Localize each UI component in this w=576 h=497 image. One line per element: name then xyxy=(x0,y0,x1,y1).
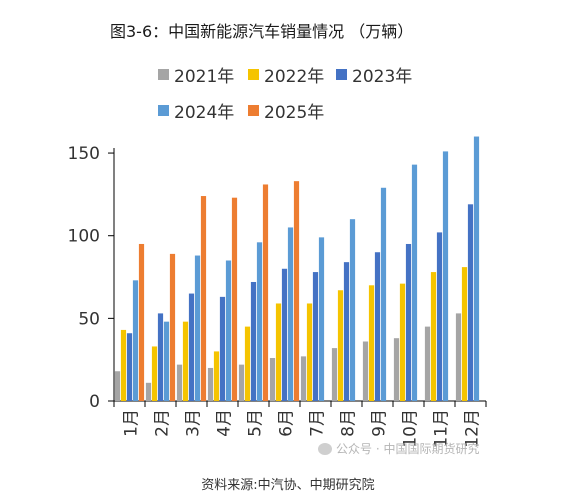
legend-label-2021: 2021年 xyxy=(174,67,235,87)
x-category-label: 1月 xyxy=(122,409,142,437)
legend-swatch-2021 xyxy=(158,69,169,80)
bar-2023年-10月 xyxy=(405,243,412,401)
bar-2024年-11月 xyxy=(442,151,449,401)
watermark-text: 公众号 · 中国国际期货研究 xyxy=(336,442,480,456)
bar-2021年-8月 xyxy=(331,348,338,401)
bar-2021年-9月 xyxy=(362,341,369,401)
bar-2025年-2月 xyxy=(169,253,176,401)
bar-2021年-11月 xyxy=(424,326,431,401)
bar-2023年-4月 xyxy=(219,296,226,401)
legend-swatch-2025 xyxy=(248,105,259,116)
bar-2022年-10月 xyxy=(399,283,406,401)
bar-2024年-12月 xyxy=(473,136,480,401)
legend-swatch-2022 xyxy=(248,69,259,80)
bar-2024年-7月 xyxy=(318,237,325,401)
y-tick-label: 0 xyxy=(89,392,100,412)
bar-2022年-11月 xyxy=(430,272,437,401)
x-category-label: 2月 xyxy=(153,409,173,437)
bar-2021年-3月 xyxy=(176,364,183,401)
bar-2024年-3月 xyxy=(194,255,201,401)
legend-item-2023: 2023年 xyxy=(336,62,412,87)
bar-2023年-11月 xyxy=(436,232,443,401)
bar-2023年-1月 xyxy=(126,333,133,401)
wechat-icon xyxy=(318,442,332,455)
bar-2024年-4月 xyxy=(225,260,232,401)
bar-2022年-3月 xyxy=(182,321,189,401)
x-category-label: 3月 xyxy=(184,409,204,437)
bar-2021年-7月 xyxy=(300,356,307,401)
bar-2021年-1月 xyxy=(114,371,121,401)
source-note: 资料来源:中汽协、中期研究院 xyxy=(201,478,375,493)
y-tick-label: 150 xyxy=(68,144,100,164)
bar-2024年-1月 xyxy=(132,280,139,401)
bar-2023年-8月 xyxy=(343,262,350,401)
chart-title: 图3-6：中国新能源汽车销量情况 （万辆） xyxy=(110,22,414,41)
bar-2023年-9月 xyxy=(374,252,381,401)
legend-label-2023: 2023年 xyxy=(352,67,413,87)
y-tick-label: 50 xyxy=(78,309,100,329)
x-category-label: 10月 xyxy=(401,409,421,448)
legend-swatch-2023 xyxy=(336,69,347,80)
bar-2025年-6月 xyxy=(293,181,300,401)
legend-item-2025: 2025年 xyxy=(248,98,324,123)
bar-2023年-2月 xyxy=(157,313,164,401)
bar-2022年-12月 xyxy=(461,267,468,401)
legend-item-2021: 2021年 xyxy=(158,62,234,87)
bar-2023年-6月 xyxy=(281,268,288,401)
bar-2024年-2月 xyxy=(163,321,170,401)
bar-2023年-3月 xyxy=(188,293,195,401)
bar-2022年-9月 xyxy=(368,285,375,401)
bar-2021年-2月 xyxy=(145,382,152,401)
legend-label-2022: 2022年 xyxy=(264,67,325,87)
bar-2023年-12月 xyxy=(467,204,474,401)
bar-2022年-8月 xyxy=(337,290,344,401)
bar-2024年-8月 xyxy=(349,219,356,401)
bar-2022年-4月 xyxy=(213,351,220,401)
x-category-label: 11月 xyxy=(432,409,452,448)
bar-2023年-5月 xyxy=(250,281,257,401)
legend-item-2024: 2024年 xyxy=(158,98,234,123)
watermark: 公众号 · 中国国际期货研究 xyxy=(318,440,479,457)
legend-label-2024: 2024年 xyxy=(174,103,235,123)
x-category-label: 7月 xyxy=(308,409,328,437)
bar-2024年-5月 xyxy=(256,242,263,401)
x-category-label: 5月 xyxy=(246,409,266,437)
legend-label-2025: 2025年 xyxy=(264,103,325,123)
x-category-label: 8月 xyxy=(339,409,359,437)
bar-2025年-4月 xyxy=(231,197,238,401)
chart-legend: 2021年 2022年 2023年 2024年 2025年 xyxy=(0,0,576,130)
x-category-label: 4月 xyxy=(215,409,235,437)
bar-2025年-1月 xyxy=(138,243,145,401)
y-tick-label: 100 xyxy=(68,227,100,247)
x-category-label: 9月 xyxy=(370,409,390,437)
bar-2024年-10月 xyxy=(411,164,418,401)
bar-2022年-6月 xyxy=(275,303,282,401)
legend-item-2022: 2022年 xyxy=(248,62,324,87)
bar-2022年-2月 xyxy=(151,346,158,401)
x-category-label: 12月 xyxy=(463,409,483,448)
bar-2021年-5月 xyxy=(238,364,245,401)
bar-2021年-12月 xyxy=(455,313,462,401)
bar-2022年-5月 xyxy=(244,326,251,401)
x-category-label: 6月 xyxy=(277,409,297,437)
bar-2021年-6月 xyxy=(269,358,276,401)
bar-2021年-10月 xyxy=(393,338,400,401)
bar-2023年-7月 xyxy=(312,272,319,401)
bar-2022年-7月 xyxy=(306,303,313,401)
legend-swatch-2024 xyxy=(158,105,169,116)
bar-2022年-1月 xyxy=(120,329,127,401)
bar-2024年-6月 xyxy=(287,227,294,401)
bar-2025年-5月 xyxy=(262,184,269,401)
bar-2024年-9月 xyxy=(380,187,387,401)
bar-2025年-3月 xyxy=(200,196,207,401)
bar-2021年-4月 xyxy=(207,367,214,401)
